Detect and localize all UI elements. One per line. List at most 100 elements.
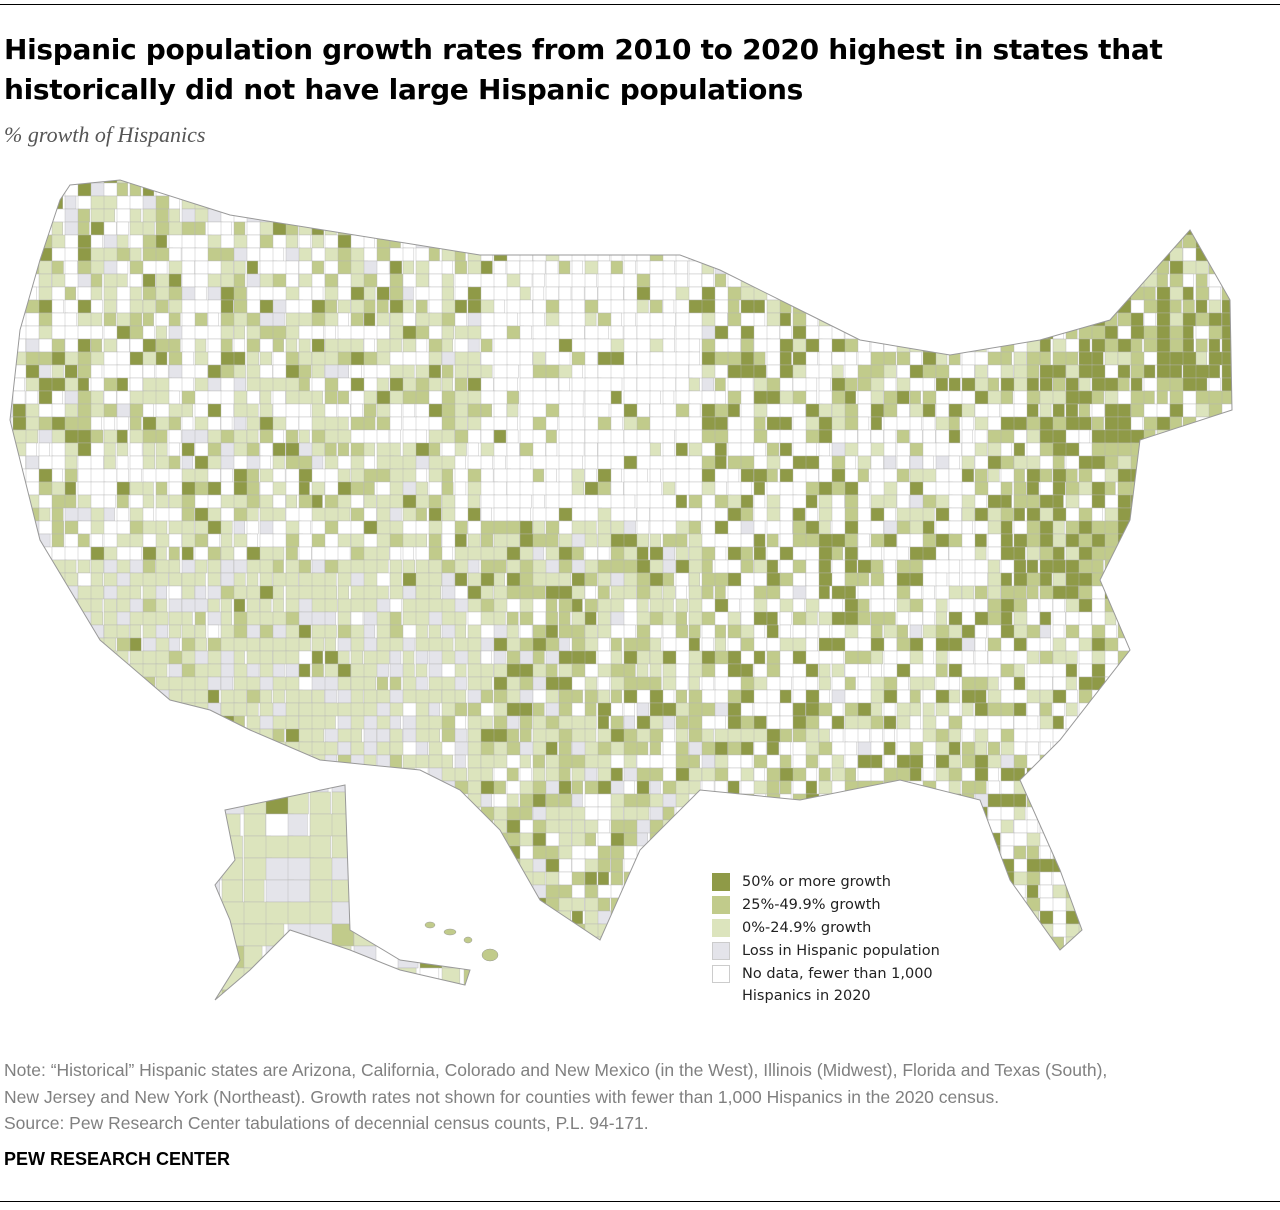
county-cell bbox=[10, 208, 15, 223]
county-cell bbox=[116, 195, 132, 210]
county-cell bbox=[1221, 728, 1232, 743]
county-cell bbox=[1000, 455, 1014, 470]
county-cell bbox=[363, 819, 381, 834]
county-cell bbox=[1221, 676, 1232, 691]
county-cell bbox=[675, 481, 690, 496]
county-cell bbox=[818, 585, 830, 600]
county-cell bbox=[974, 741, 987, 756]
county-cell bbox=[1208, 481, 1224, 496]
county-cell bbox=[870, 180, 887, 184]
county-cell bbox=[389, 546, 402, 561]
county-cell bbox=[389, 182, 404, 197]
county-cell bbox=[688, 312, 703, 327]
county-cell bbox=[428, 728, 441, 743]
county-cell bbox=[662, 507, 678, 522]
county-cell bbox=[571, 520, 586, 535]
county-cell bbox=[1104, 715, 1116, 730]
county-cell bbox=[1208, 468, 1226, 483]
county-cell bbox=[350, 390, 366, 405]
county-cell bbox=[1026, 247, 1045, 262]
county-cell bbox=[597, 572, 611, 587]
county-cell bbox=[10, 624, 12, 639]
county-cell bbox=[1156, 715, 1170, 730]
county-cell bbox=[922, 195, 936, 210]
county-cell bbox=[714, 338, 731, 353]
county-cell bbox=[1117, 377, 1130, 392]
county-cell bbox=[77, 351, 93, 366]
county-cell bbox=[1065, 741, 1077, 756]
county-cell bbox=[12, 221, 27, 236]
county-cell bbox=[831, 208, 844, 223]
county-cell bbox=[272, 208, 284, 223]
county-cell bbox=[90, 247, 105, 262]
county-cell bbox=[389, 598, 402, 613]
county-cell bbox=[753, 754, 769, 769]
county-cell bbox=[740, 403, 757, 418]
county-cell bbox=[1130, 260, 1144, 275]
county-cell bbox=[1221, 650, 1232, 665]
county-cell bbox=[532, 468, 545, 483]
county-cell bbox=[90, 546, 105, 561]
county-cell bbox=[779, 507, 793, 522]
county-cell bbox=[623, 585, 637, 600]
county-cell bbox=[454, 546, 471, 561]
county-cell bbox=[38, 793, 55, 808]
county-cell bbox=[480, 507, 492, 522]
county-cell bbox=[350, 819, 363, 834]
county-cell bbox=[1039, 780, 1053, 795]
county-cell bbox=[220, 429, 235, 444]
county-cell bbox=[1235, 755, 1248, 768]
county-cell bbox=[649, 702, 664, 717]
county-cell bbox=[402, 325, 418, 340]
county-cell bbox=[1052, 390, 1067, 405]
county-cell bbox=[454, 806, 471, 821]
county-cell bbox=[597, 767, 612, 782]
county-cell bbox=[974, 572, 988, 587]
county-cell bbox=[584, 180, 600, 184]
county-cell bbox=[168, 650, 183, 665]
county-cell bbox=[948, 702, 961, 717]
county-cell bbox=[1182, 767, 1197, 782]
county-cell bbox=[116, 299, 132, 314]
county-cell bbox=[51, 180, 68, 184]
county-cell bbox=[532, 429, 548, 444]
county-cell bbox=[1065, 286, 1079, 301]
county-cell bbox=[1182, 286, 1194, 301]
county-cell bbox=[935, 559, 951, 574]
county-cell bbox=[38, 611, 52, 626]
county-cell bbox=[792, 455, 807, 470]
county-cell bbox=[857, 195, 870, 210]
county-cell bbox=[532, 180, 545, 184]
county-cell bbox=[909, 351, 922, 366]
county-cell bbox=[844, 663, 859, 678]
county-cell bbox=[649, 598, 665, 613]
county-cell bbox=[714, 247, 729, 262]
county-cell bbox=[493, 611, 506, 626]
county-cell bbox=[207, 741, 222, 756]
county-cell bbox=[1156, 520, 1174, 535]
county-cell bbox=[454, 676, 467, 691]
county-cell bbox=[1013, 715, 1029, 730]
county-cell bbox=[844, 299, 862, 314]
county-cell bbox=[1104, 208, 1116, 223]
county-cell bbox=[1000, 702, 1015, 717]
county-cell bbox=[961, 442, 977, 457]
county-cell bbox=[1182, 663, 1200, 678]
county-cell bbox=[38, 728, 50, 743]
county-cell bbox=[415, 182, 432, 197]
county-cell bbox=[337, 676, 351, 691]
county-cell bbox=[714, 234, 732, 249]
county-cell bbox=[428, 234, 440, 249]
county-cell bbox=[974, 351, 989, 366]
county-cell bbox=[1235, 482, 1249, 495]
county-cell bbox=[428, 572, 442, 587]
county-cell bbox=[597, 338, 612, 353]
county-cell bbox=[1130, 180, 1145, 184]
county-cell bbox=[766, 364, 782, 379]
county-cell bbox=[298, 715, 314, 730]
county-cell bbox=[10, 676, 14, 691]
county-cell bbox=[1208, 806, 1226, 821]
county-cell bbox=[597, 702, 613, 717]
county-cell bbox=[987, 676, 999, 691]
county-cell bbox=[597, 754, 612, 769]
